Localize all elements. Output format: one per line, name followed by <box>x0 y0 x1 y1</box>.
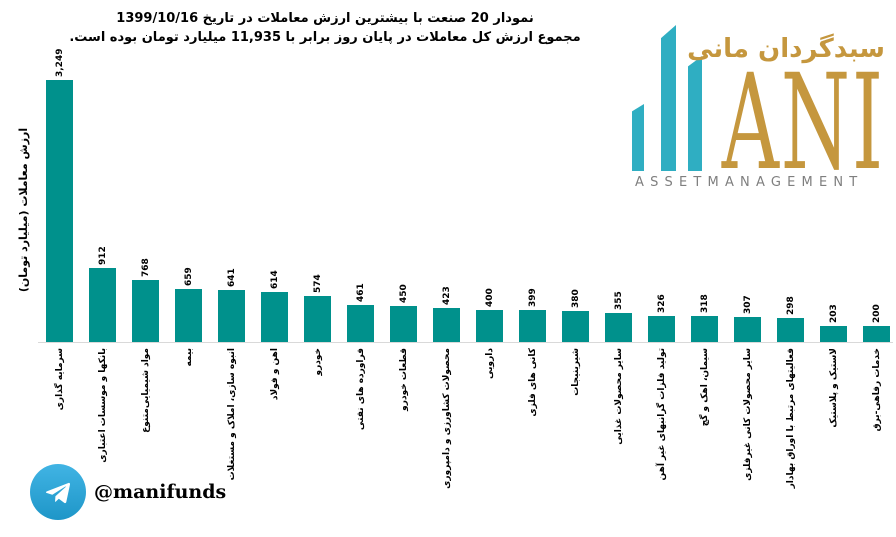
bar-value-label: 768 <box>140 258 151 277</box>
bar <box>347 305 374 342</box>
bar <box>777 318 804 342</box>
bar-category-label: خدمات رفاهی-برق <box>871 348 882 432</box>
bar-value-label: 298 <box>785 296 796 315</box>
bar <box>863 326 890 342</box>
bar-category-label: تولید فلزات گرانبهای غیر آهن <box>656 348 667 481</box>
bar <box>175 289 202 342</box>
bar-value-label: 399 <box>527 288 538 307</box>
bar-value-label: 203 <box>828 304 839 323</box>
bar-value-label: 326 <box>656 294 667 313</box>
bar <box>89 268 116 342</box>
bar-value-label: 200 <box>871 304 882 323</box>
bar-category-label: انبوه سازی، املاک و مستغلات <box>226 348 237 481</box>
bar-category-label: سایر محصولات غذایی <box>613 348 624 445</box>
bar-value-label: 659 <box>183 267 194 286</box>
bar-value-label: 574 <box>312 274 323 293</box>
bar-value-label: 318 <box>699 294 710 313</box>
bar-value-label: 355 <box>613 291 624 310</box>
bar-category-label: بیمه <box>183 348 194 367</box>
bar <box>519 310 546 342</box>
chart-title: نمودار 20 صنعت با بیشترین ارزش معاملات د… <box>45 9 605 47</box>
bar <box>562 311 589 342</box>
bar-value-label: 641 <box>226 268 237 287</box>
telegram-handle: @manifunds <box>94 481 227 503</box>
company-logo: سبدگردان مانی ANI ASSETMANAGEMENT <box>625 22 885 192</box>
x-axis-line <box>38 342 893 343</box>
telegram-icon <box>30 464 86 520</box>
bar-category-label: کانی های فلزی <box>527 348 538 417</box>
bar <box>261 292 288 342</box>
bar-category-label: شیرینیجات <box>570 348 581 396</box>
bar <box>132 280 159 342</box>
bar-value-label: 3,249 <box>54 48 65 77</box>
bar-category-label: اهن و فولاد <box>269 348 280 401</box>
chart-title-line1: نمودار 20 صنعت با بیشترین ارزش معاملات د… <box>116 11 534 26</box>
bar-value-label: 912 <box>97 246 108 265</box>
bar-value-label: 307 <box>742 295 753 314</box>
bar <box>390 306 417 342</box>
logo-building-bar-icon <box>688 56 702 171</box>
bar-value-label: 614 <box>269 270 280 289</box>
logo-building-bar-icon <box>632 104 644 171</box>
bar-value-label: 380 <box>570 289 581 308</box>
bar-category-label: قطعات خودرو <box>398 348 409 411</box>
bar-category-label: فراورده های نفتی <box>355 348 366 431</box>
bar <box>476 310 503 342</box>
bar-category-label: خودرو <box>312 348 323 376</box>
bar <box>734 317 761 342</box>
bar-value-label: 423 <box>441 286 452 305</box>
bar <box>433 308 460 342</box>
bar <box>820 326 847 342</box>
bar-value-label: 450 <box>398 284 409 303</box>
bar <box>691 316 718 342</box>
bar <box>304 296 331 342</box>
logo-building-bar-icon <box>661 25 676 171</box>
bar-category-label: مواد شیمیایی‌متنوع <box>140 348 151 433</box>
bar-category-label: سیمان، اهک و گچ <box>699 348 710 427</box>
bar-category-label: فعالیتهای مرتبط با اوراق بهادار <box>785 348 796 489</box>
logo-persian-name: سبدگردان مانی <box>687 34 885 64</box>
bar <box>648 316 675 342</box>
bar-category-label: لاستیک و پلاستیک <box>828 348 839 428</box>
logo-subtitle: ASSETMANAGEMENT <box>635 175 864 190</box>
bar <box>218 290 245 342</box>
telegram-plane-icon <box>45 482 71 504</box>
bar-category-label: بانکها و موسسات اعتباری <box>97 348 108 463</box>
bar-category-label: محصولات کشاورزی و دامپروری <box>441 348 452 489</box>
bar-category-label: دارویی <box>484 348 495 379</box>
bar <box>605 313 632 342</box>
chart-title-line2: مجموع ارزش کل معاملات در پایان روز برابر… <box>69 30 581 45</box>
bar-value-label: 400 <box>484 288 495 307</box>
bar-category-label: سایر محصولات کانی غیرفلزی <box>742 348 753 481</box>
logo-latin-name: ANI <box>721 46 885 200</box>
bar <box>46 80 73 342</box>
bar-value-label: 461 <box>355 283 366 302</box>
